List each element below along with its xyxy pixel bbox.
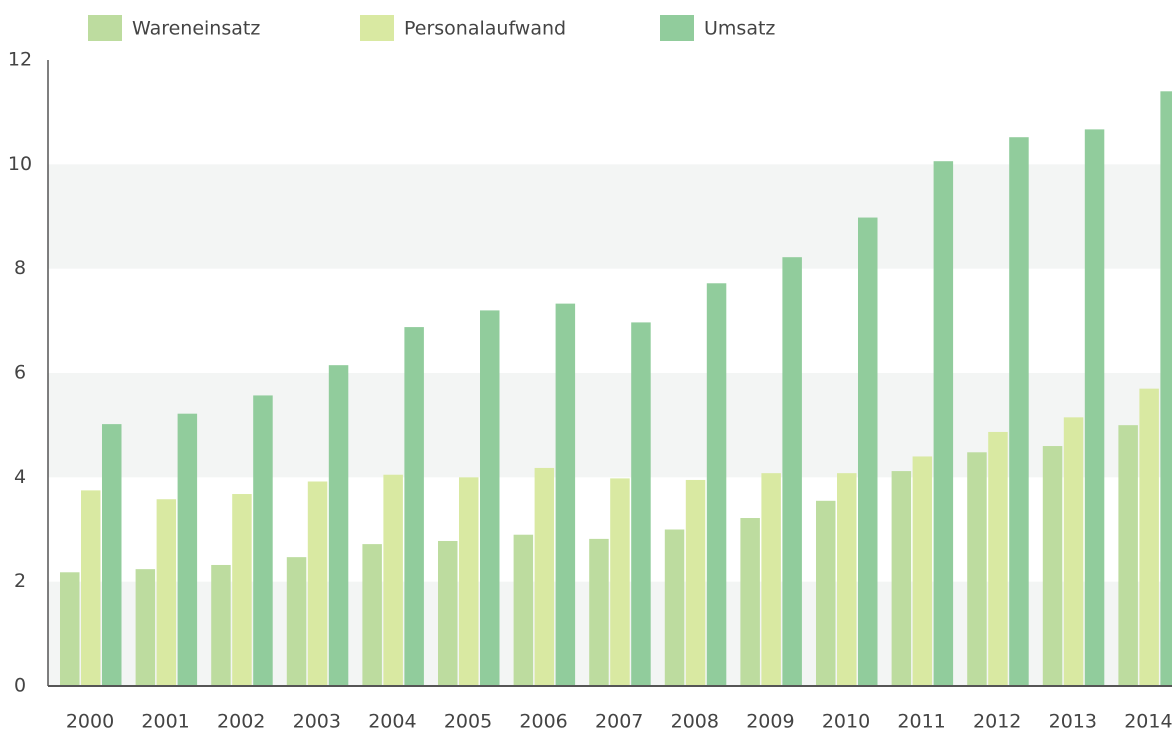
bar xyxy=(610,478,630,686)
bar xyxy=(534,467,555,686)
y-tick-label: 2 xyxy=(14,570,26,592)
legend-label: Personalaufwand xyxy=(404,18,566,40)
x-tick-label: 2011 xyxy=(897,711,945,733)
bar xyxy=(589,538,609,686)
bar xyxy=(438,540,458,686)
bar xyxy=(858,217,878,686)
bar xyxy=(253,395,273,686)
bar xyxy=(837,473,857,686)
bar xyxy=(60,572,80,686)
x-tick-label: 2003 xyxy=(293,711,341,733)
legend-swatch xyxy=(360,15,394,41)
bar xyxy=(685,479,706,686)
bar xyxy=(1042,446,1063,686)
bar xyxy=(782,257,802,686)
bar xyxy=(664,529,685,686)
x-tick-label: 2001 xyxy=(141,711,189,733)
bar xyxy=(631,322,651,686)
x-tick-label: 2000 xyxy=(66,711,114,733)
legend-swatch xyxy=(660,15,694,41)
bar xyxy=(404,327,424,686)
bar xyxy=(328,365,349,686)
x-tick-label: 2010 xyxy=(822,711,870,733)
bar xyxy=(211,564,231,686)
bar xyxy=(383,474,403,686)
legend-label: Wareneinsatz xyxy=(132,18,260,40)
x-tick-label: 2006 xyxy=(519,711,567,733)
y-tick-label: 8 xyxy=(14,257,26,279)
bar xyxy=(740,518,760,686)
bar xyxy=(286,557,307,686)
bar xyxy=(102,424,122,686)
bar xyxy=(156,499,177,686)
x-tick-label: 2005 xyxy=(444,711,492,733)
bar xyxy=(555,303,576,686)
bar xyxy=(513,534,534,686)
legend-swatch xyxy=(88,15,122,41)
x-tick-label: 2004 xyxy=(368,711,416,733)
bar xyxy=(1063,417,1084,686)
bar xyxy=(1084,129,1105,687)
x-tick-label: 2013 xyxy=(1049,711,1097,733)
bar xyxy=(816,500,836,686)
bar xyxy=(988,431,1008,686)
bar xyxy=(135,569,156,686)
x-tick-label: 2009 xyxy=(746,711,794,733)
bar xyxy=(459,477,479,686)
bar xyxy=(1139,388,1159,686)
bar xyxy=(1009,137,1029,686)
x-tick-label: 2012 xyxy=(973,711,1021,733)
y-tick-label: 0 xyxy=(14,675,26,697)
bar xyxy=(480,310,500,686)
bar xyxy=(891,471,912,686)
y-tick-label: 6 xyxy=(14,362,26,384)
y-tick-label: 12 xyxy=(8,49,32,71)
x-tick-label: 2014 xyxy=(1124,711,1172,733)
y-tick-label: 10 xyxy=(8,153,32,175)
x-tick-label: 2002 xyxy=(217,711,265,733)
bar xyxy=(1118,425,1138,686)
bar xyxy=(706,283,727,686)
bar xyxy=(232,494,252,686)
bar xyxy=(967,452,987,686)
bar xyxy=(912,456,933,686)
bar xyxy=(81,490,101,686)
bar xyxy=(1160,91,1172,687)
grid-band xyxy=(48,164,1172,269)
bar xyxy=(307,481,328,686)
bar xyxy=(362,544,382,686)
bar xyxy=(933,161,954,686)
x-tick-label: 2008 xyxy=(671,711,719,733)
x-tick-label: 2007 xyxy=(595,711,643,733)
legend-label: Umsatz xyxy=(704,18,775,40)
bar xyxy=(177,413,198,686)
y-tick-label: 4 xyxy=(14,466,26,488)
bar xyxy=(761,473,781,686)
